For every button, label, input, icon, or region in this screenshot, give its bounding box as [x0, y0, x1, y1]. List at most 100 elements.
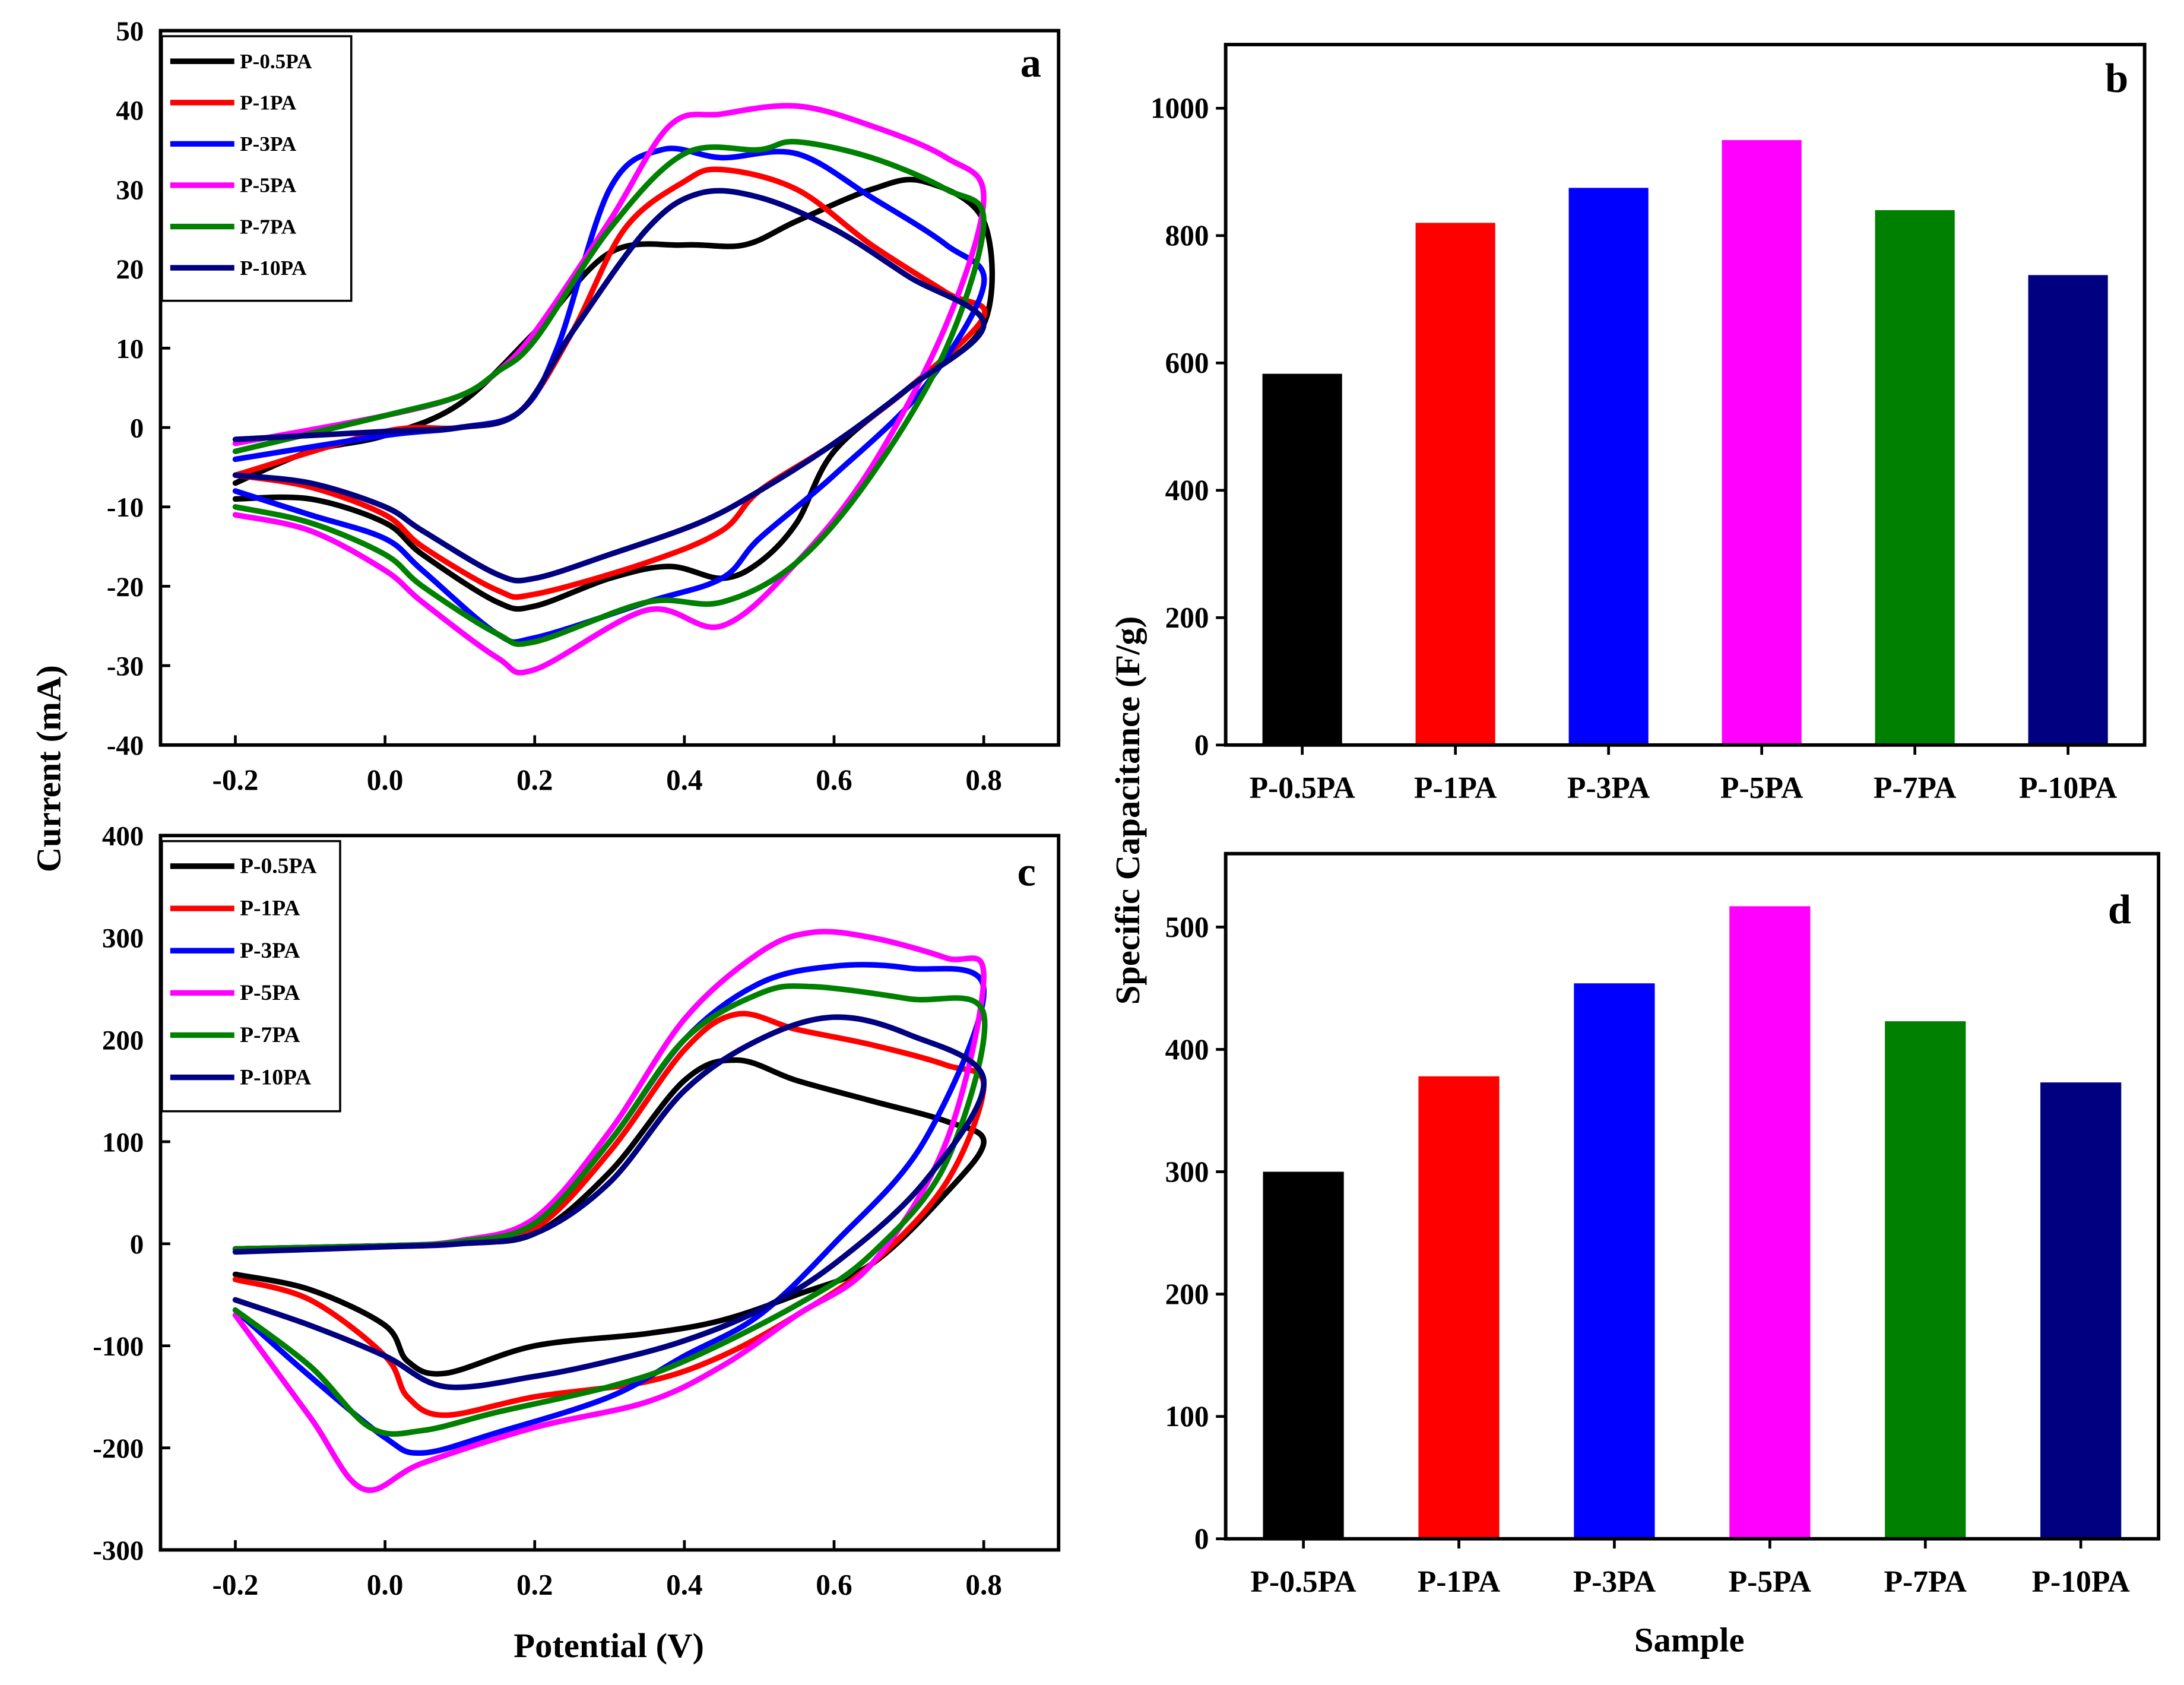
y-tick-label: 0: [130, 1229, 144, 1260]
y-tick-label: -40: [107, 730, 144, 761]
plot-frame: [1223, 43, 2147, 747]
legend-label: P-0.5PA: [240, 50, 312, 73]
x-tick-label: 0.4: [666, 1569, 703, 1601]
legend-label: P-1PA: [240, 91, 297, 115]
panel-label-c: c: [1017, 849, 1036, 895]
legend-label: P-10PA: [240, 1065, 311, 1089]
y-tick-label: -30: [107, 651, 144, 682]
x-tick-label: P-7PA: [1884, 1565, 1967, 1599]
cv-curve-p-10pa: [232, 1014, 987, 1391]
legend: P-0.5PA P-1PA P-3PA P-5PA P-7PA P-10PA: [160, 35, 353, 302]
x-tick-label: P-0.5PA: [1251, 1565, 1356, 1599]
cv-curve-p-3pa: [232, 962, 987, 1456]
y-tick-label: -300: [93, 1535, 144, 1566]
y-tick-label: 600: [1165, 347, 1209, 379]
x-tick-label: P-1PA: [1418, 1565, 1500, 1599]
y-tick-label: 500: [1165, 911, 1209, 943]
legend-label: P-0.5PA: [240, 854, 317, 879]
bar-p-3pa: [1574, 983, 1655, 1539]
bar-chart-b: P-0.5PA P-1PA P-3PA P-5PA P-7PA P-10PA 0 200 400…: [1150, 43, 2147, 805]
y-tick-label: 40: [116, 96, 144, 126]
cv-curve-p-1pa: [232, 1011, 987, 1418]
bar-p-5pa: [1722, 140, 1802, 745]
legend: P-0.5PA P-1PA P-3PA P-5PA P-7PA P-10PA: [160, 840, 341, 1113]
y-tick-label: 0: [1194, 1522, 1209, 1555]
legend-label: P-5PA: [240, 174, 297, 197]
panel-label-d: d: [2108, 886, 2131, 933]
y-tick-label: 30: [116, 175, 144, 205]
y-tick-label: 0: [130, 413, 144, 444]
bar-chart-d: P-0.5PA P-1PA P-3PA P-5PA P-7PA P-10PA 0 100 200…: [1165, 851, 2161, 1599]
bar-p-0_5pa: [1263, 1171, 1344, 1539]
x-tick-label: 0.0: [367, 764, 404, 796]
x-tick-label: P-5PA: [1729, 1565, 1811, 1599]
panel-label-b: b: [2105, 55, 2128, 102]
x-tick-label: -0.2: [212, 1569, 258, 1601]
legend-label: P-3PA: [240, 132, 297, 156]
y-tick-label: 400: [1165, 474, 1209, 506]
cv-curve-p-7pa: [232, 983, 988, 1437]
y-tick-label: 20: [116, 254, 144, 285]
x-tick-label: P-3PA: [1573, 1565, 1656, 1599]
legend-box: [160, 35, 353, 302]
y-tick-label: 400: [102, 821, 144, 852]
y-tick-label: 1000: [1150, 92, 1209, 125]
bar-p-5pa: [1729, 906, 1811, 1539]
x-tick-label: 0.6: [816, 1569, 852, 1601]
bar-p-0_5pa: [1262, 373, 1342, 745]
x-tick-label: 0.6: [816, 764, 852, 796]
cv-curve-p-5pa: [232, 103, 987, 676]
x-tick-label: P-7PA: [1874, 771, 1956, 805]
y-tick-label: 100: [1165, 1400, 1209, 1433]
bar-p-1pa: [1418, 1076, 1500, 1539]
cv-curve-p-10pa: [232, 188, 987, 584]
x-tick-label: P-5PA: [1720, 771, 1803, 805]
legend-label: P-7PA: [240, 215, 297, 238]
legend-box: [160, 840, 341, 1113]
y-tick-label: 200: [1165, 601, 1209, 634]
y-tick-label: 400: [1165, 1033, 1209, 1066]
plot-frame: [159, 834, 1061, 1552]
y-tick-label: 200: [1165, 1278, 1209, 1310]
bar-p-3pa: [1568, 188, 1649, 745]
x-tick-label: 0.2: [516, 1569, 553, 1601]
plot-frame: [1223, 851, 2161, 1541]
y-tick-label: 10: [116, 334, 144, 365]
plot-frame: [159, 28, 1061, 747]
y-axis-label-current: Current (mA): [30, 665, 68, 872]
x-tick-label: 0.8: [965, 1569, 1002, 1601]
legend-label: P-3PA: [240, 939, 300, 963]
bar-p-7pa: [1875, 210, 1955, 745]
x-tick-label: P-3PA: [1567, 771, 1650, 805]
bar-p-10pa: [2040, 1082, 2122, 1539]
x-tick-label: 0.8: [965, 764, 1002, 796]
legend-label: P-5PA: [240, 981, 300, 1005]
x-tick-label: P-1PA: [1414, 771, 1497, 805]
y-tick-label: 200: [102, 1025, 144, 1056]
cv-curve-p-7pa: [232, 138, 987, 647]
x-tick-label: 0.4: [666, 764, 703, 796]
x-tick-label: 0.0: [367, 1569, 404, 1601]
x-tick-label: 0.2: [516, 764, 553, 796]
x-tick-label: P-10PA: [2032, 1565, 2130, 1599]
legend-label: P-10PA: [240, 256, 307, 280]
x-axis-label-potential: Potential (V): [513, 1626, 704, 1665]
legend-label: P-1PA: [240, 897, 300, 921]
y-tick-label: -20: [107, 572, 144, 603]
y-tick-label: 300: [1165, 1155, 1209, 1188]
y-tick-label: 300: [102, 923, 144, 954]
y-tick-label: 800: [1165, 219, 1209, 252]
legend-label: P-7PA: [240, 1023, 300, 1047]
cv-plot-c: -0.2 0.0 0.2 0.4 0.6 0.8 -300 -200 -100 0 100 200 30…: [93, 821, 1061, 1601]
bar-p-7pa: [1885, 1021, 1966, 1539]
y-tick-label: -10: [107, 492, 144, 523]
y-axis-label-capacitance: Specific Capacitance (F/g): [1108, 616, 1147, 1005]
bar-p-1pa: [1415, 223, 1495, 745]
y-tick-label: 50: [116, 16, 144, 47]
x-tick-label: P-0.5PA: [1250, 771, 1355, 805]
x-tick-label: P-10PA: [2019, 771, 2117, 805]
x-axis-label-sample: Sample: [1634, 1621, 1745, 1659]
x-tick-label: -0.2: [212, 764, 258, 796]
y-tick-label: 0: [1194, 729, 1209, 761]
